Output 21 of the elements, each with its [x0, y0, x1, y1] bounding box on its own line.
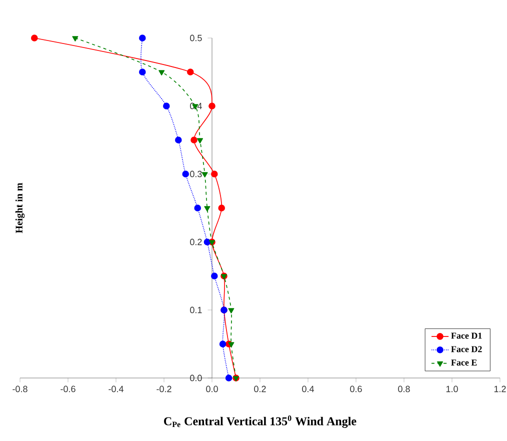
- y-axis-title: Height in m: [15, 182, 25, 234]
- x-tick-label: -0.4: [108, 386, 124, 392]
- y-tick-label: 0.0: [190, 374, 202, 382]
- legend-label: Face D1: [451, 332, 482, 339]
- y-tick-label: 0.2: [190, 238, 202, 246]
- legend-label: Face E: [451, 360, 477, 366]
- x-tick-label: 0.0: [206, 386, 218, 392]
- x-tick-label: -0.2: [156, 386, 172, 392]
- y-tick-label: 0.3: [190, 170, 202, 178]
- x-tick-label: 0.8: [398, 386, 410, 392]
- x-tick-label: 1.2: [494, 386, 506, 392]
- x-tick-label: -0.6: [60, 386, 76, 392]
- legend-label: Face D2: [451, 346, 482, 352]
- y-tick-label: 0.5: [190, 34, 202, 42]
- y-tick-label: 0.1: [190, 306, 202, 314]
- x-tick-label: 0.4: [302, 386, 314, 392]
- x-tick-label: 1.0: [446, 386, 458, 392]
- x-tick-label: -0.8: [12, 386, 28, 392]
- x-tick-label: 0.6: [350, 386, 362, 392]
- x-tick-label: 0.2: [254, 386, 266, 392]
- x-axis-title: C$_{Pe}$ Central Vertical 135$^{0}$ Wind Angle: [164, 416, 356, 428]
